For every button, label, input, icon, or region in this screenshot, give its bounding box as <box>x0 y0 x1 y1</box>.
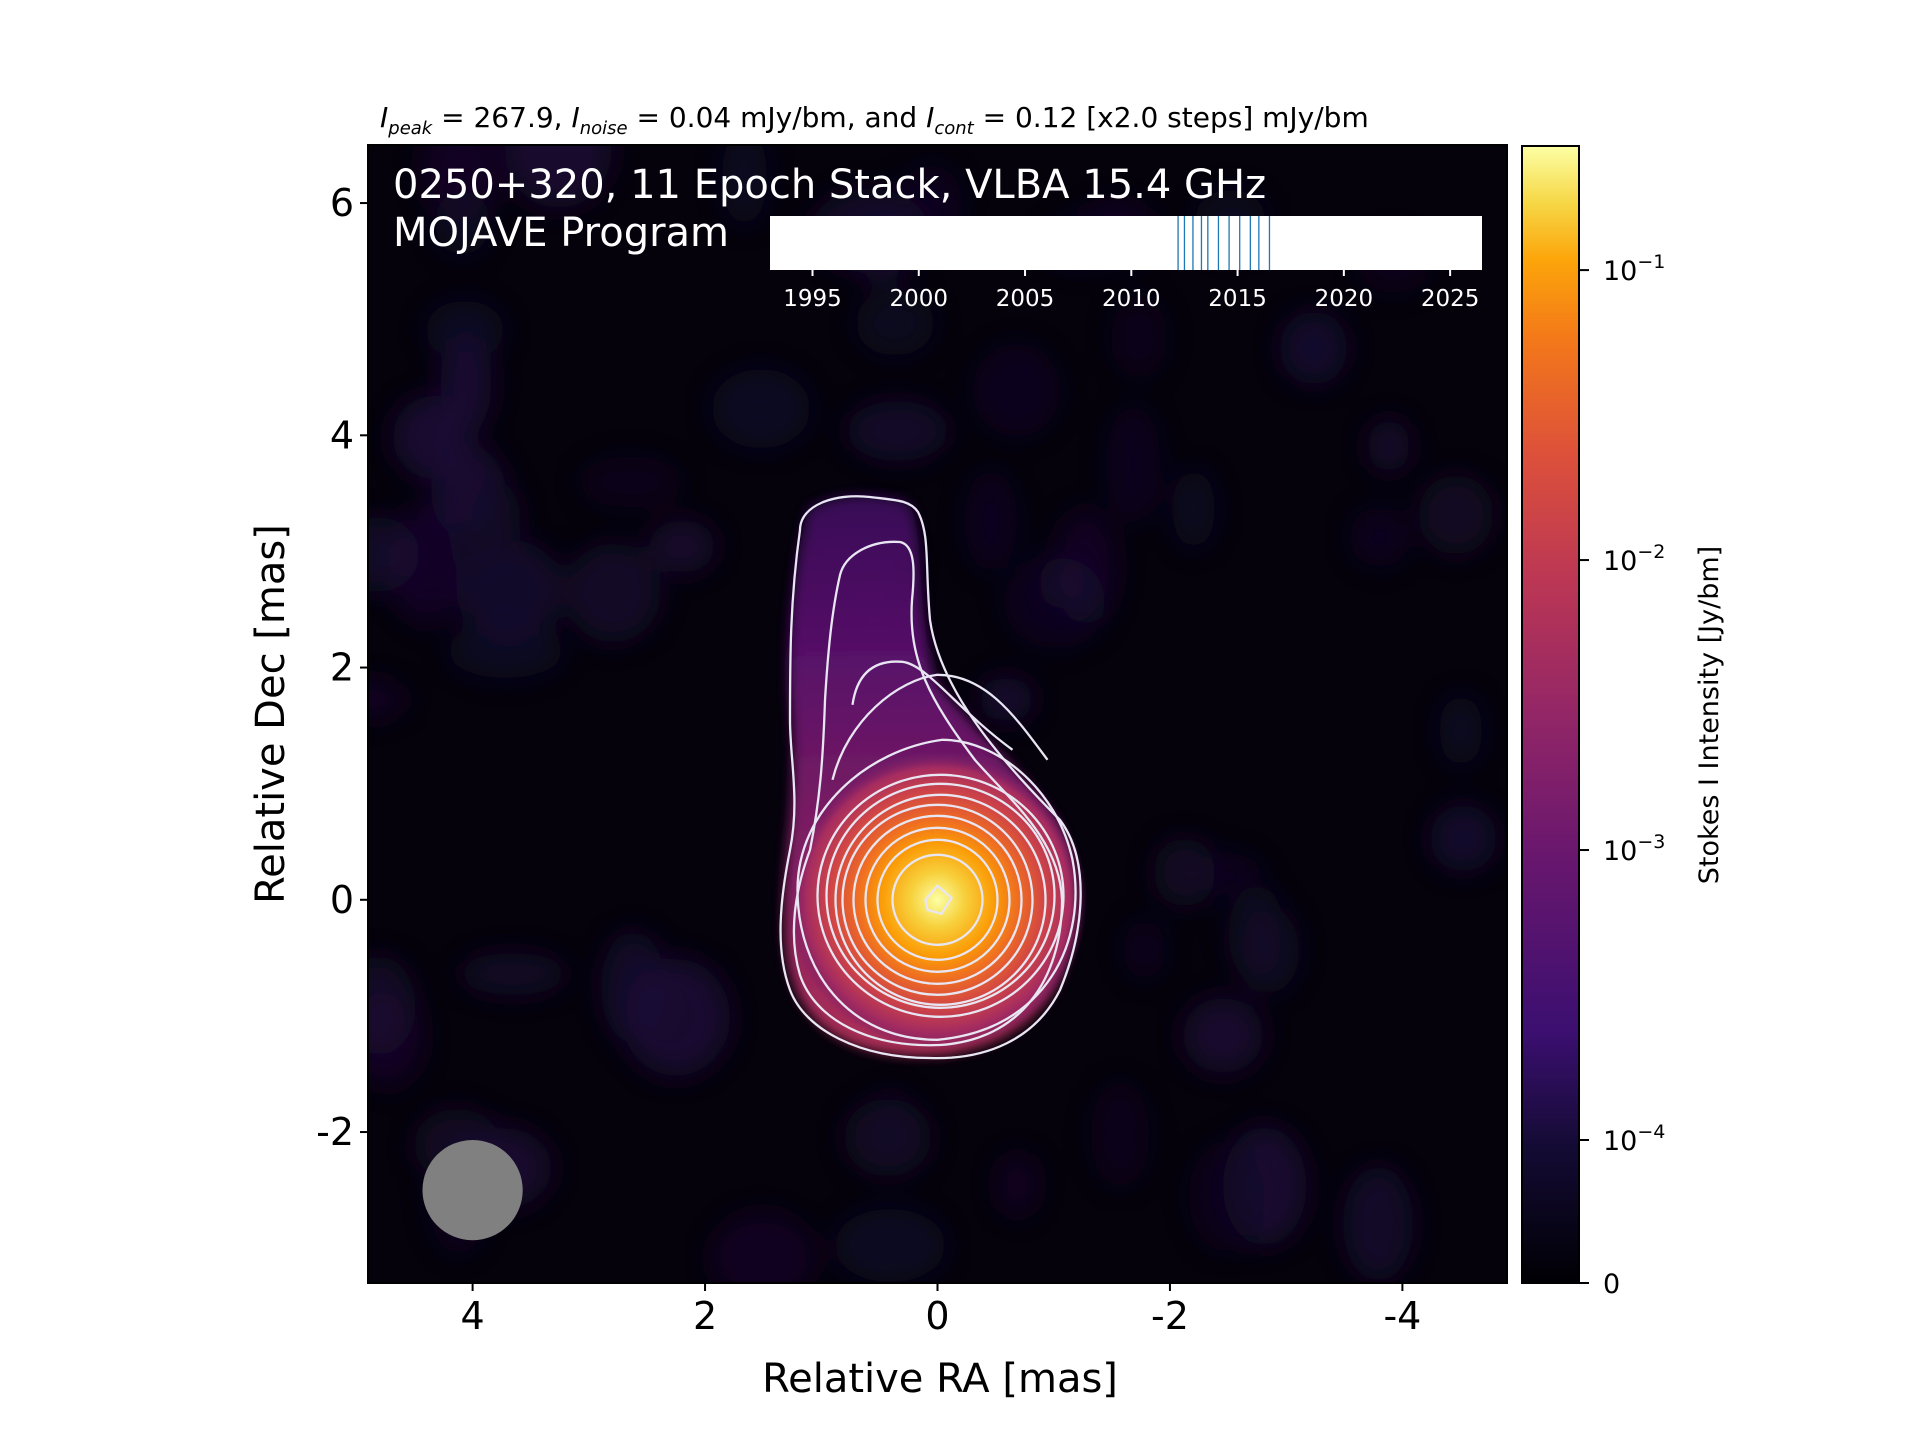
noise-blob <box>846 400 949 462</box>
colorbar-label: Stokes I Intensity [Jy/bm] <box>1694 546 1725 884</box>
plot-title: Ipeak = 267.9, Inoise = 0.04 mJy/bm, and… <box>380 101 1369 139</box>
noise-blob <box>1439 694 1483 766</box>
contour-level-jet <box>831 673 1049 781</box>
noise-blob <box>1172 469 1215 549</box>
timeline-tick-label: 2015 <box>1208 286 1267 312</box>
contour-level <box>852 814 1023 985</box>
contour-level <box>841 803 1034 996</box>
noise-blob <box>1110 295 1168 378</box>
noise-blob <box>996 1152 1039 1218</box>
x-tick-label: 2 <box>693 1294 717 1338</box>
contour-level-inner <box>924 884 953 916</box>
epoch-timeline: 1995 2000 2005 2010 2015 2020 2025 <box>770 216 1482 312</box>
noise-blob <box>1054 508 1119 625</box>
timeline-tick-label: 1995 <box>783 286 842 312</box>
noise-blob <box>649 519 716 573</box>
timeline-tick-label: 2025 <box>1421 286 1480 312</box>
noise-blob <box>1228 884 1285 983</box>
noise-blob <box>1123 919 1165 980</box>
colorbar-tick-label: 10−3 <box>1603 831 1665 867</box>
noise-blob <box>600 930 666 1044</box>
timeline-tick-label: 2020 <box>1315 286 1374 312</box>
contour-level <box>834 793 1047 1006</box>
image-panel <box>368 145 1507 1283</box>
noise-blob <box>458 952 567 996</box>
noise-blob <box>1182 997 1264 1074</box>
noise-blob <box>1342 1165 1414 1282</box>
x-tick-label: 4 <box>461 1294 485 1338</box>
noise-blob <box>1090 1081 1150 1188</box>
contour-level <box>891 853 984 946</box>
noise-blob <box>565 543 661 643</box>
noise-blob <box>368 679 407 720</box>
y-axis-label: Relative Dec [mas] <box>248 524 294 904</box>
contour-level <box>816 773 1065 1018</box>
y-tick-label: -2 <box>316 1110 354 1154</box>
noise-blob <box>1188 1142 1265 1252</box>
noise-blob <box>1349 507 1410 567</box>
colorbar-tick-label: 0 <box>1603 1269 1620 1300</box>
noise-blob <box>973 343 1061 437</box>
timeline-tick-label: 2005 <box>996 286 1055 312</box>
noise-blob <box>1106 405 1161 525</box>
timeline-tick-label: 2010 <box>1102 286 1161 312</box>
contour-level-1 <box>779 495 1082 1060</box>
noise-blob <box>868 1090 917 1171</box>
noise-blob <box>834 1208 946 1283</box>
noise-blob <box>964 470 1018 572</box>
noise-blob <box>1279 311 1348 385</box>
y-tick-label: 6 <box>330 181 354 225</box>
noise-blob <box>392 395 473 479</box>
noise-blob <box>434 190 490 255</box>
noise-blob <box>368 991 425 1088</box>
noise-blob <box>472 481 521 555</box>
x-tick-label: -4 <box>1383 1294 1421 1338</box>
x-axis: 4 2 0 -2 -4 <box>461 1283 1421 1338</box>
colorbar-tick-label: 10−2 <box>1603 541 1665 577</box>
y-tick-label: 2 <box>330 646 354 690</box>
noise-blob <box>1153 838 1216 907</box>
colorbar: 10−1 10−2 10−3 10−4 0 Stokes I Intensity [Jy… <box>1521 145 1725 1300</box>
contour-level <box>825 782 1056 1009</box>
noise-blob <box>388 505 466 625</box>
noise-blob <box>710 1212 816 1283</box>
colorbar-tick-label: 10−1 <box>1603 251 1665 287</box>
contour-level <box>876 838 999 961</box>
noise-blob <box>578 456 682 508</box>
noise-blob <box>979 677 1034 722</box>
noise-blob <box>711 369 811 449</box>
noise-blob <box>425 300 505 361</box>
timeline-box <box>770 216 1482 270</box>
y-axis: 6 4 2 0 -2 <box>316 181 368 1154</box>
noise-blob <box>855 290 935 356</box>
contour-level-jet <box>851 660 1014 751</box>
contour-level <box>864 826 1011 973</box>
contour-level-2 <box>792 540 1064 1047</box>
y-tick-label: 0 <box>330 878 354 922</box>
contours <box>779 495 1082 1060</box>
timeline-tick-label: 2000 <box>890 286 949 312</box>
beam-ellipse <box>422 1139 523 1241</box>
annotation-line2: MOJAVE Program <box>393 210 729 256</box>
colorbar-gradient <box>1521 145 1580 1284</box>
annotation-line1: 0250+320, 11 Epoch Stack, VLBA 15.4 GHz <box>393 162 1266 208</box>
contour-level-outer <box>796 738 1077 1041</box>
x-axis-label: Relative RA [mas] <box>762 1356 1118 1402</box>
y-tick-label: 4 <box>330 413 354 457</box>
x-tick-label: 0 <box>925 1294 949 1338</box>
noise-blob <box>1367 419 1410 473</box>
noise-blob <box>1429 804 1497 872</box>
noise-blob <box>504 145 613 209</box>
noise-blob <box>722 145 767 226</box>
noise-blob <box>1418 474 1494 555</box>
noise-blob <box>447 622 564 679</box>
x-tick-label: -2 <box>1151 1294 1189 1338</box>
colorbar-tick-label: 10−4 <box>1603 1121 1665 1157</box>
